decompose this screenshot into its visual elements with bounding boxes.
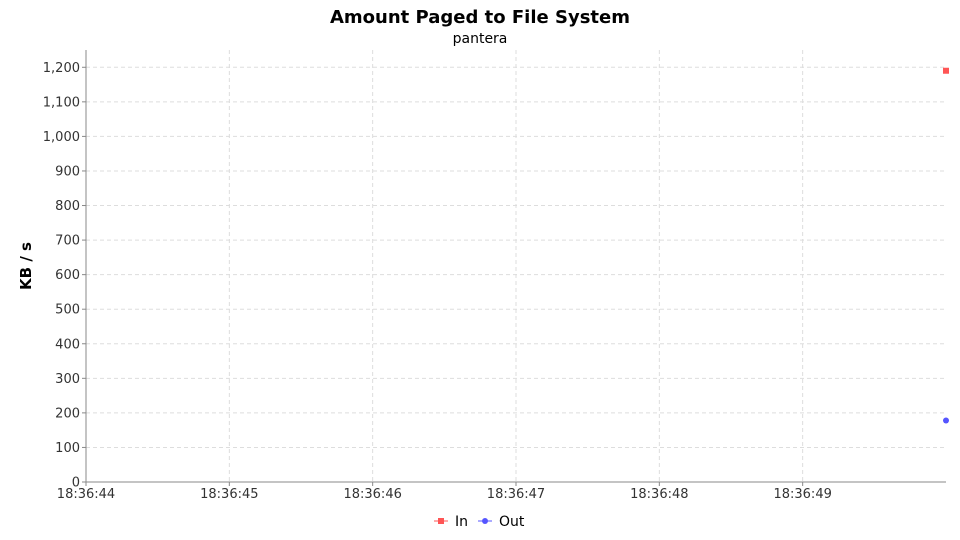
y-tick-label: 1,100 <box>43 95 80 110</box>
data-point-out <box>943 417 949 424</box>
y-tick-label: 1,200 <box>43 61 80 76</box>
x-tick-label: 18:36:48 <box>630 487 688 502</box>
y-tick-label: 400 <box>55 337 80 352</box>
legend-label-in: In <box>455 514 468 530</box>
x-tick-label: 18:36:47 <box>487 487 545 502</box>
y-tick-label: 100 <box>55 441 80 456</box>
chart-subtitle: pantera <box>453 31 508 47</box>
x-tick-label: 18:36:45 <box>200 487 258 502</box>
y-tick-label: 900 <box>55 164 80 179</box>
axes <box>82 50 946 486</box>
y-tick-label: 0 <box>72 476 80 491</box>
legend-label-out: Out <box>499 514 525 530</box>
data-point-in <box>943 67 949 74</box>
legend-marker-out <box>482 518 489 524</box>
y-tick-label: 800 <box>55 199 80 214</box>
y-axis-label: KB / s <box>17 242 35 290</box>
series <box>943 67 949 424</box>
y-tick-label: 1,000 <box>43 130 80 145</box>
chart-title: Amount Paged to File System <box>330 7 630 28</box>
x-tick-label: 18:36:44 <box>57 487 115 502</box>
legend-item-in: In <box>434 514 468 530</box>
x-tick-label: 18:36:46 <box>343 487 401 502</box>
y-tick-label: 500 <box>55 303 80 318</box>
tick-labels: 0 100 200 300 400 500 600 700 800 900 1,000 1,100 1,… <box>43 61 832 502</box>
x-tick-label: 18:36:49 <box>773 487 831 502</box>
y-tick-label: 200 <box>55 406 80 421</box>
y-tick-label: 700 <box>55 234 80 249</box>
y-tick-label: 600 <box>55 268 80 283</box>
y-tick-label: 300 <box>55 372 80 387</box>
legend: In Out <box>434 514 525 530</box>
grid <box>86 50 946 482</box>
legend-item-out: Out <box>478 514 525 530</box>
legend-marker-in <box>438 518 444 524</box>
